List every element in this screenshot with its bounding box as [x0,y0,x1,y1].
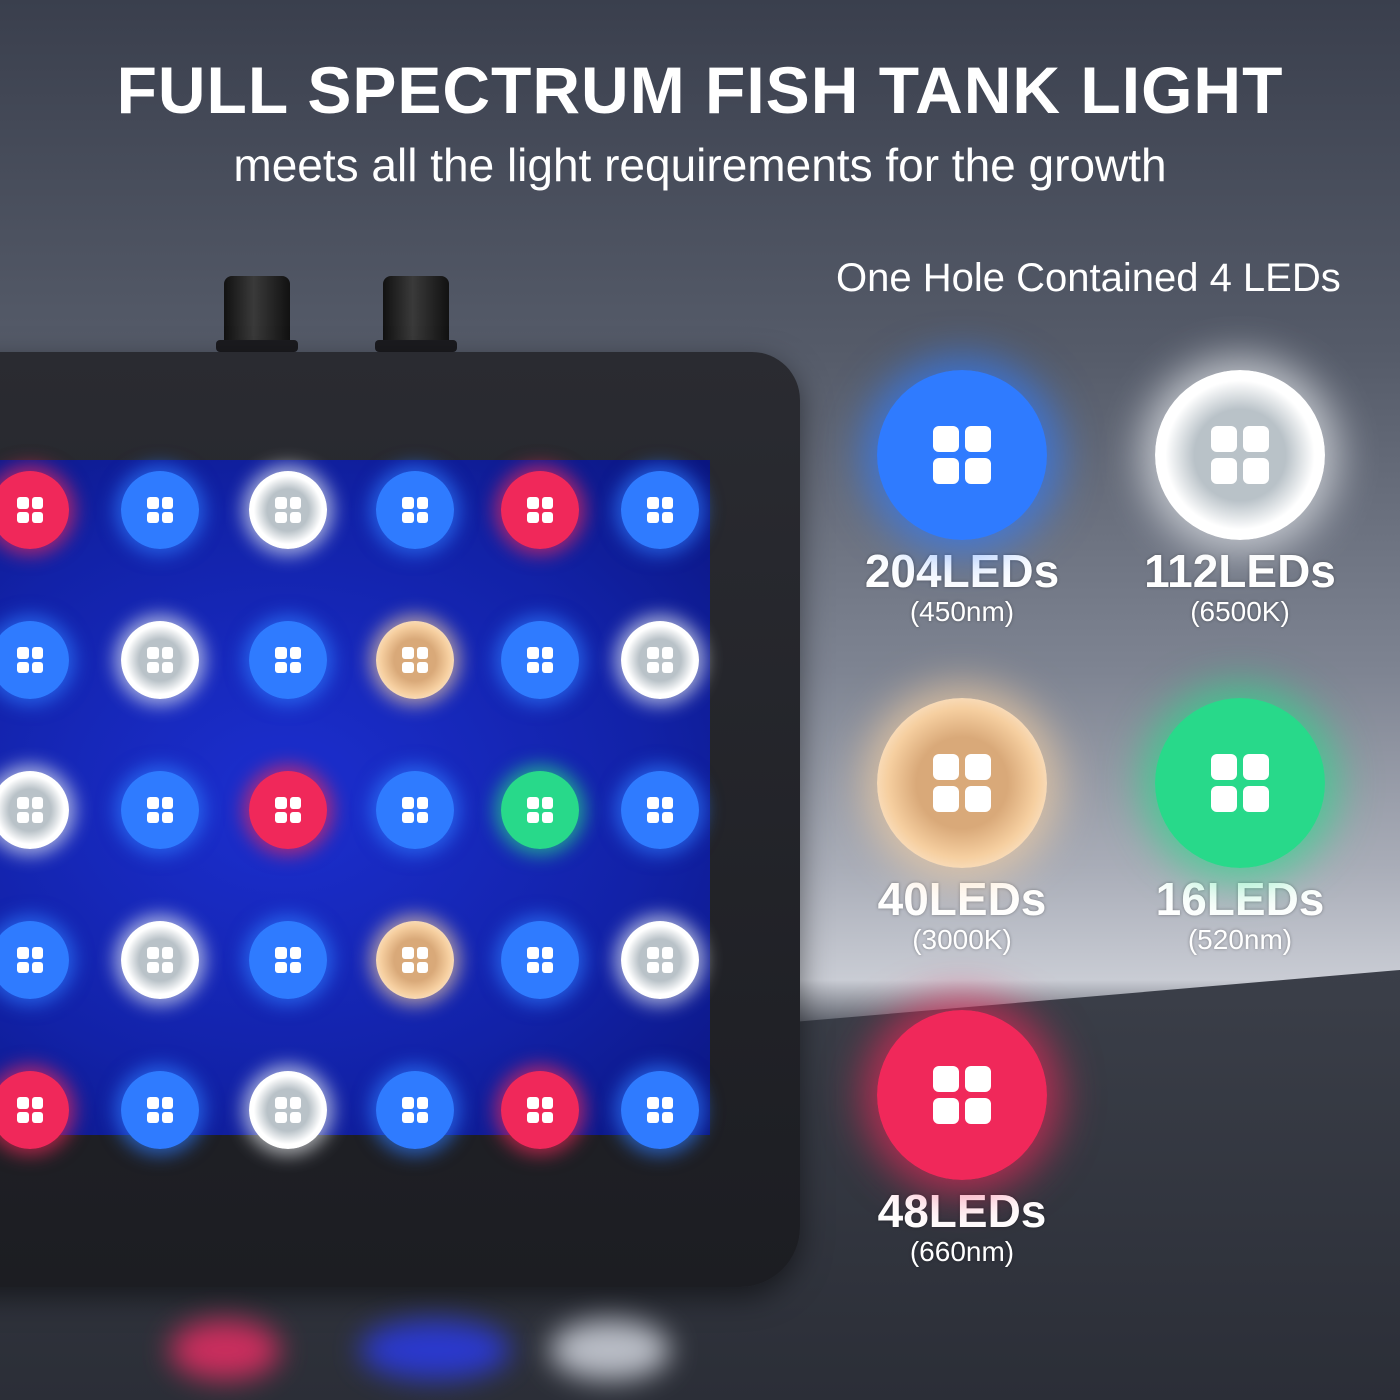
white-led-icon [1155,370,1325,540]
legend-count: 48LEDs [877,1185,1047,1237]
red-led [249,771,327,849]
blue-reflection [360,1320,510,1380]
blue-led-icon [877,370,1047,540]
green-led-icon [1155,698,1325,868]
legend-blue: 204LEDs (450nm) [822,370,1102,628]
legend-spec: (520nm) [1187,924,1293,955]
blue-led [0,621,69,699]
legend-count: 112LEDs [1144,545,1336,597]
legend-spec: (660nm) [909,1236,1015,1267]
blue-led [249,621,327,699]
legend-green: 16LEDs (520nm) [1100,698,1380,956]
blue-led [501,921,579,999]
led-panel [0,460,710,1149]
blue-led [501,621,579,699]
legend-count: 40LEDs [877,873,1047,925]
red-led [501,1071,579,1149]
red-led [0,1071,69,1149]
white-led [621,921,699,999]
legend-spec: (450nm) [909,596,1015,627]
blue-led [621,771,699,849]
legend-count: 16LEDs [1155,873,1325,925]
red-led [501,471,579,549]
blue-led [621,471,699,549]
white-led [249,1071,327,1149]
blue-led [121,1071,199,1149]
blue-led [376,771,454,849]
white-led [121,921,199,999]
blue-led [121,471,199,549]
legend-white: 112LEDs (6500K) [1100,370,1380,628]
blue-led [376,471,454,549]
blue-led [621,1071,699,1149]
green-led [501,771,579,849]
warm-white-led-icon [877,698,1047,868]
warm-led [376,921,454,999]
red-led [0,471,69,549]
blue-led [121,771,199,849]
control-knob-left [216,276,298,352]
legend-spec: (6500K) [1190,596,1290,627]
control-knob-right [375,276,457,352]
legend-red: 48LEDs (660nm) [822,1010,1102,1268]
white-reflection [550,1320,670,1380]
blue-led [376,1071,454,1149]
legend-count: 204LEDs [864,545,1060,597]
warm-led [376,621,454,699]
subheadline: meets all the light requirements for the… [233,139,1167,191]
red-led-icon [877,1010,1047,1180]
red-reflection [170,1320,280,1380]
white-led [121,621,199,699]
led-note: One Hole Contained 4 LEDs [836,256,1341,300]
blue-led [0,921,69,999]
white-led [249,471,327,549]
white-led [0,771,69,849]
white-led [621,621,699,699]
legend-spec: (3000K) [912,924,1012,955]
blue-led [249,921,327,999]
headline: FULL SPECTRUM FISH TANK LIGHT [116,53,1284,127]
legend-warm: 40LEDs (3000K) [822,698,1102,956]
